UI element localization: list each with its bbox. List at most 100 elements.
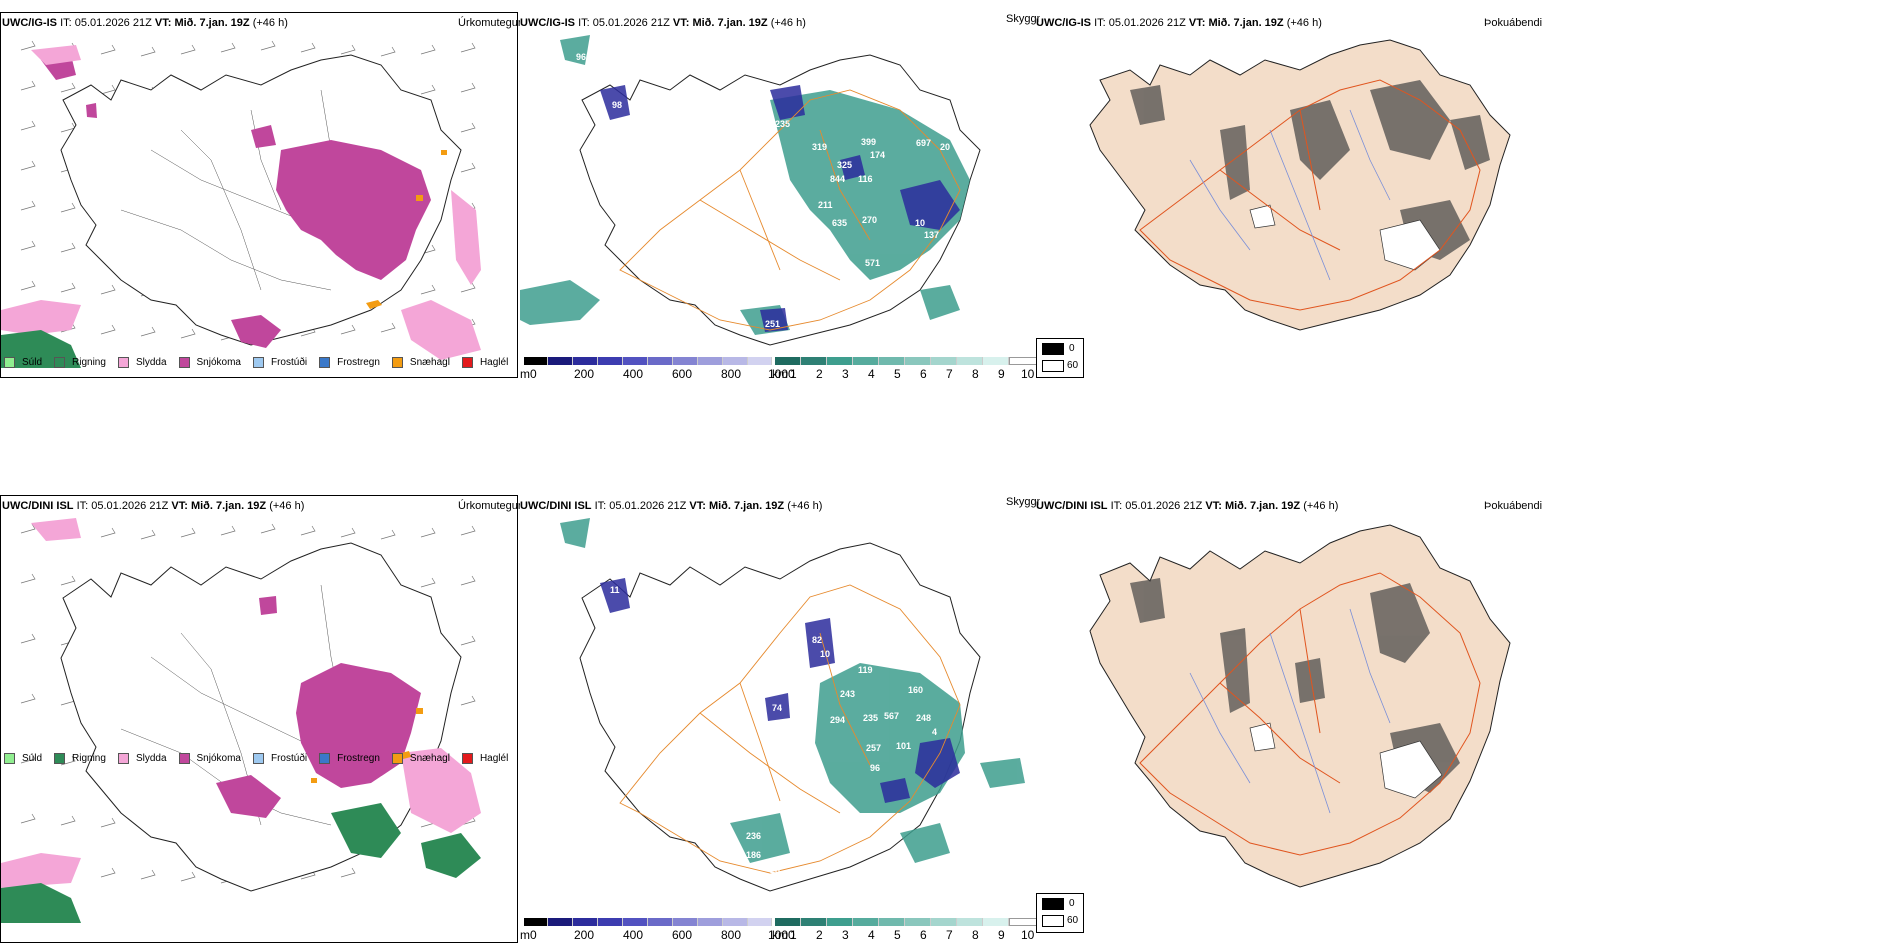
height-colorbar [524, 918, 772, 926]
legend-label: Haglél [479, 753, 509, 764]
iceland-outline [60, 542, 462, 892]
red-roads [1139, 572, 1481, 856]
visibility-unit: km [772, 367, 788, 381]
precip-map-frame [0, 12, 518, 378]
map-label: 697 [916, 138, 931, 148]
precip-map-bottom: UWC/DINI ISL IT: 05.01.2026 21Z VT: Mið.… [0, 495, 520, 945]
visibility-colorbar [775, 918, 1037, 926]
lead-time: (+46 h) [252, 17, 288, 29]
legend-label: Frostúði [270, 357, 308, 368]
visibility-tick: 7 [946, 928, 953, 942]
height-tick: 0 [530, 367, 537, 381]
legend-item: Súld [4, 357, 42, 368]
map-label: 325 [837, 160, 852, 170]
visibility-tick: 1 [790, 928, 797, 942]
cbar-step [623, 918, 648, 926]
model-name: UWC/IG-IS [1036, 17, 1091, 29]
map-label: 166 [770, 613, 785, 623]
legend-label: Súld [22, 753, 43, 764]
it-value: 05.01.2026 21Z [1108, 17, 1186, 29]
panel-header: UWC/DINI ISL IT: 05.01.2026 21Z VT: Mið.… [2, 499, 304, 513]
cbar-step [931, 357, 957, 365]
fog-key-dark-swatch [1042, 898, 1064, 910]
map-label: 96 [870, 763, 880, 773]
legend-swatch [391, 357, 403, 368]
precip-legend: Súld Rigning Slydda Snjókoma Frostúði Fr… [4, 357, 520, 368]
glaciers [1249, 204, 1441, 271]
visibility-tick: 3 [842, 928, 849, 942]
red-roads [1139, 79, 1481, 311]
legend-swatch [54, 753, 66, 764]
legend-label: Frostregn [337, 357, 380, 368]
cbar-step [524, 357, 548, 365]
visibility-tick: 9 [998, 928, 1005, 942]
legend-item: Snæhagl [391, 357, 450, 368]
cbar-step [748, 357, 772, 365]
cbar-step [598, 357, 623, 365]
rivers [1189, 608, 1391, 814]
vt-label: VT: [672, 17, 690, 29]
cbar-step [698, 918, 723, 926]
panel-header: UWC/IG-IS IT: 05.01.2026 21Z VT: Mið. 7.… [2, 16, 288, 30]
legend-item: Frostúði [252, 357, 308, 368]
precip-map-frame [0, 495, 518, 943]
it-label: IT: [578, 17, 590, 29]
glaciers [1249, 722, 1443, 799]
visibility-tick: 1 [790, 367, 797, 381]
legend-item: Slydda [117, 753, 167, 764]
cbar-step [548, 357, 573, 365]
map-label: 74 [772, 703, 782, 713]
map-label: 28 [796, 649, 806, 659]
legend-swatch [178, 357, 190, 368]
cbar-step [957, 918, 983, 926]
cbar-step [648, 918, 673, 926]
iceland-outline [60, 54, 462, 346]
visibility-title: Skyggni [1006, 496, 1040, 508]
legend-label: Frostúði [270, 753, 308, 764]
fog-map-top: UWC/IG-IS IT: 05.01.2026 21Z VT: Mið. 7.… [1030, 12, 1900, 382]
legend-item: Snjókoma [178, 753, 241, 764]
legend-swatch [117, 357, 129, 368]
cbar-step [853, 357, 879, 365]
lead-time: (+46 h) [1303, 500, 1339, 512]
visibility-tick: 8 [972, 928, 979, 942]
visibility-tick: 6 [920, 928, 927, 942]
height-tick: 1000 [768, 928, 795, 942]
fog-key: 0 60 [1036, 893, 1084, 933]
cbar-step [827, 918, 853, 926]
legend-label: Frostregn [337, 753, 380, 764]
legend-item: Haglél [461, 357, 509, 368]
map-label: 101 [896, 741, 911, 751]
cbar-step [801, 918, 827, 926]
legend-item: Haglél [461, 753, 509, 764]
vt-label: VT: [689, 500, 706, 512]
visibility-tick: 3 [842, 367, 849, 381]
legend-label: Slydda [135, 357, 167, 368]
road-network [619, 584, 961, 874]
cbar-step [957, 357, 983, 365]
it-label: IT: [594, 500, 607, 512]
map-label: 4 [932, 727, 937, 737]
cbar-step [723, 357, 748, 365]
visibility-tick: 8 [972, 367, 979, 381]
visibility-map-top: UWC/IG-IS IT: 05.01.2026 21Z VT: Mið. 7.… [520, 12, 1040, 382]
it-label: IT: [1094, 17, 1106, 29]
model-name: UWC/DINI ISL [520, 500, 592, 512]
visibility-title: Skyggni [1006, 13, 1040, 25]
fog-key-light-swatch [1042, 360, 1064, 372]
teal-visibility [520, 35, 970, 335]
visibility-map-svg: 11 204 166 82 10 28 119 74 243 294 235 5… [560, 518, 1025, 892]
legend-swatch [117, 753, 129, 764]
it-label: IT: [60, 17, 72, 29]
legend-label: Rigning [72, 753, 106, 764]
precip-type-title: Úrkomutegund [458, 500, 520, 512]
precip-map-svg [1, 518, 481, 923]
legend-label: Haglél [479, 357, 509, 368]
legend-label: Slydda [135, 753, 167, 764]
lead-time: (+46 h) [770, 17, 806, 29]
height-tick: 800 [721, 928, 742, 942]
it-value: 05.01.2026 21Z [91, 500, 169, 512]
panel-header: UWC/DINI ISL IT: 05.01.2026 21Z VT: Mið.… [520, 499, 822, 513]
fog-key-low: 0 [1069, 343, 1075, 354]
cbar-step [905, 918, 931, 926]
